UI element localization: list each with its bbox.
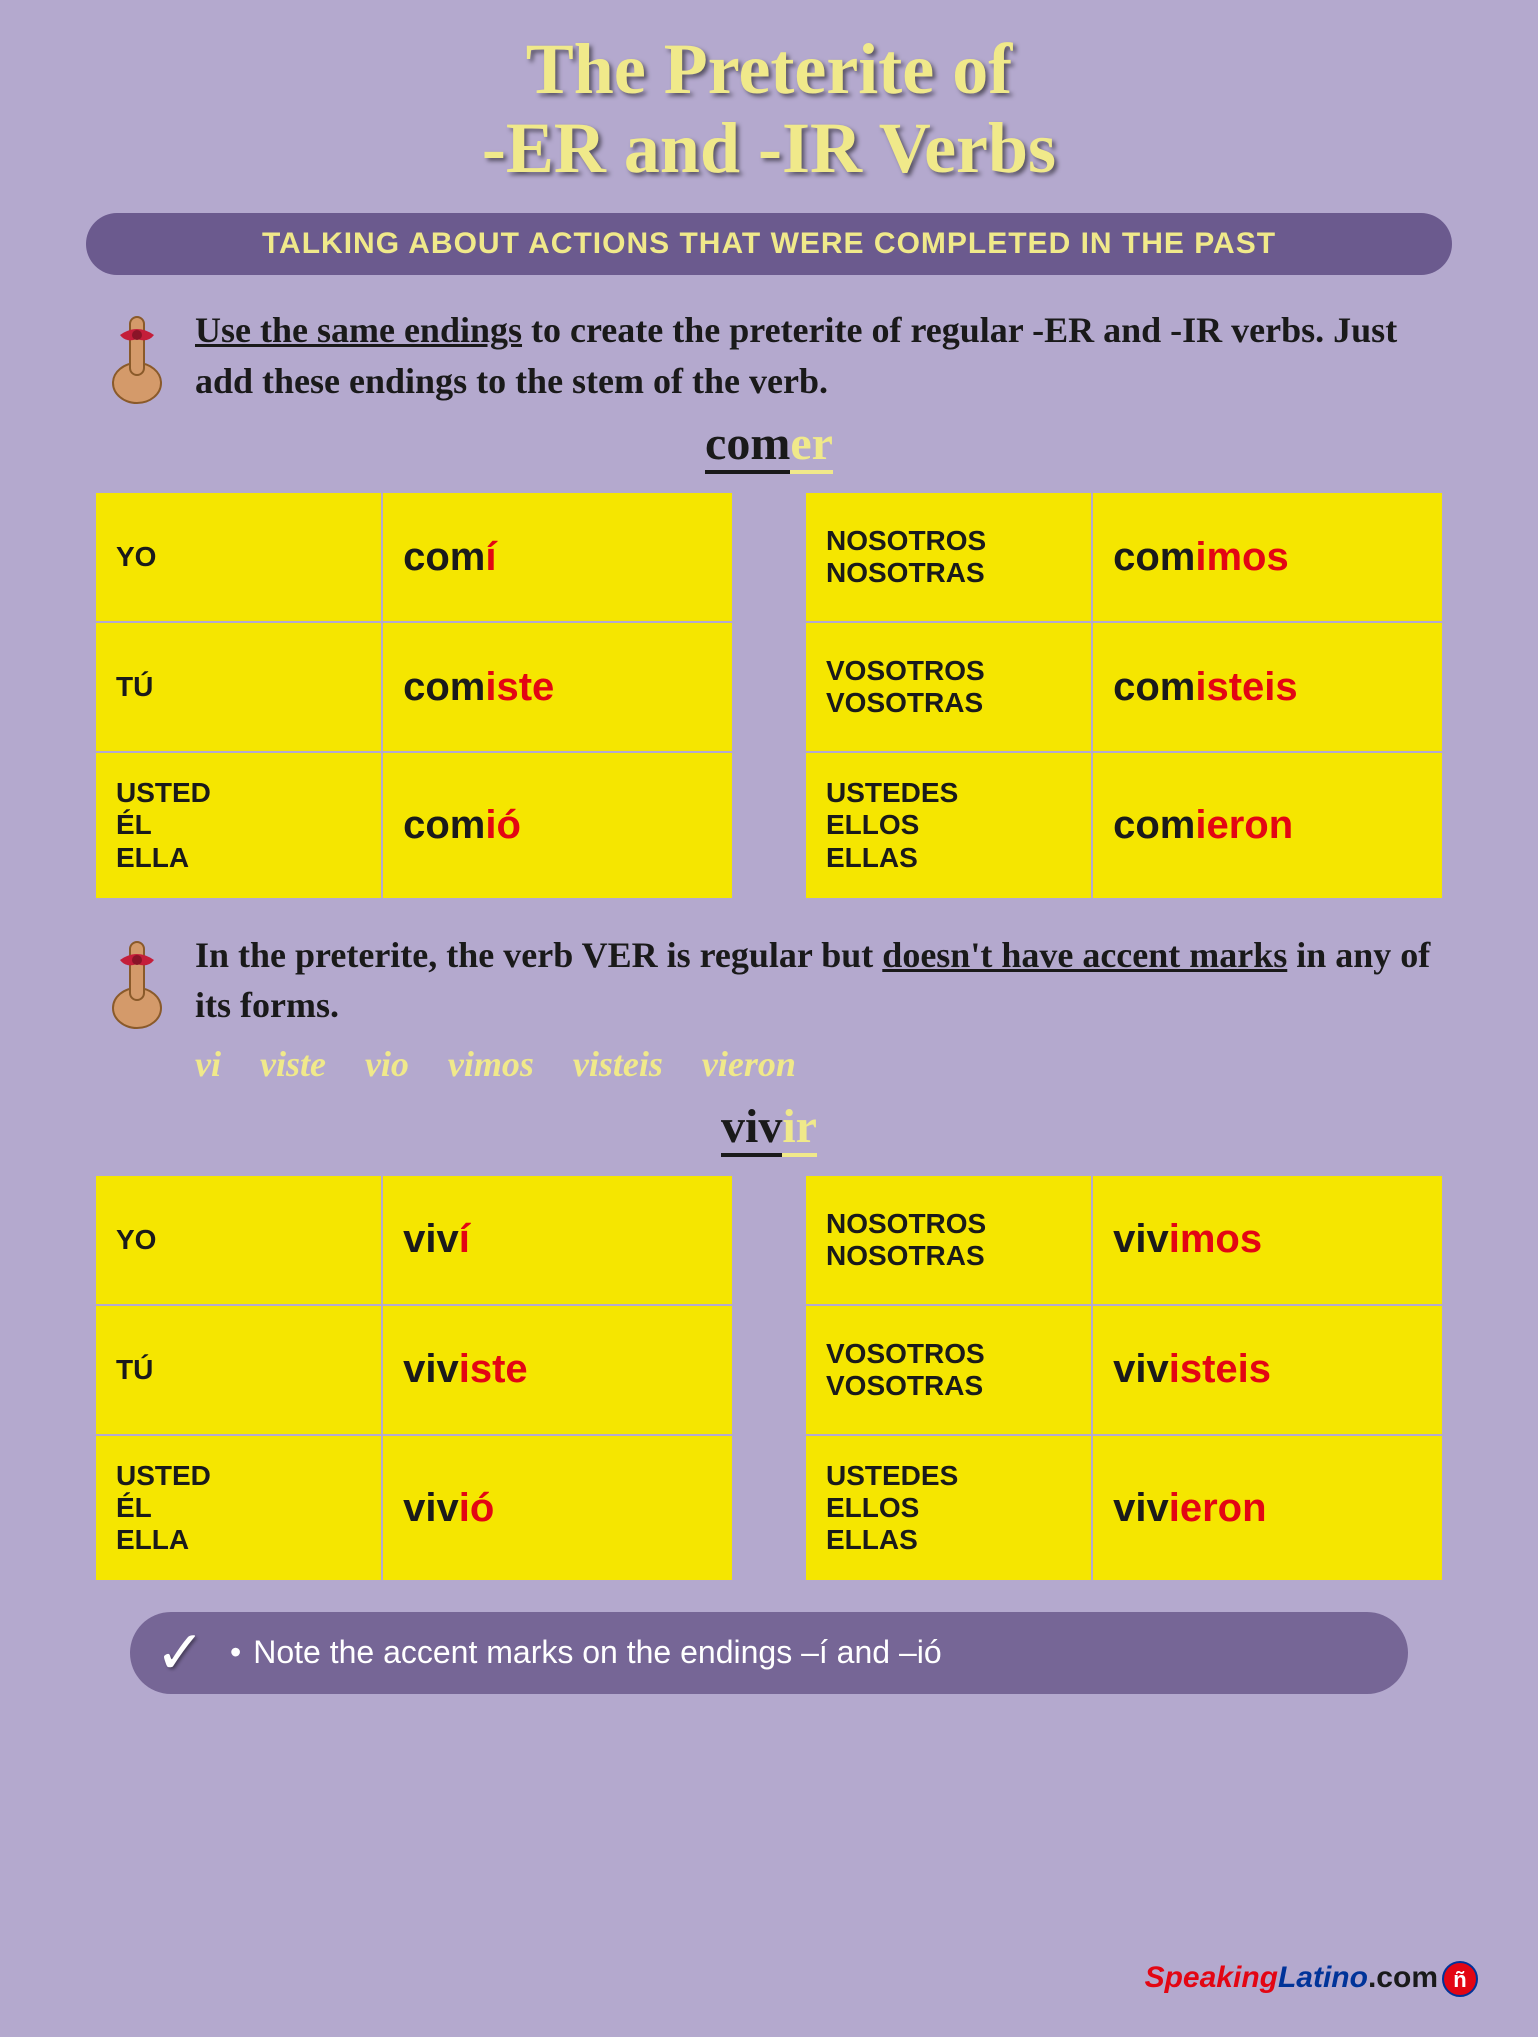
tip2-row: In the preterite, the verb VER is regula… [100,930,1438,1089]
form-cell: vivisteis [1092,1305,1443,1435]
note-pill: ✓ • Note the accent marks on the endings … [130,1612,1408,1694]
verb1-stem: com [705,417,790,474]
finger-reminder-icon [100,305,175,405]
form-cell: vivimos [1092,1175,1443,1305]
vivir-singular-table: YOviví TÚviviste USTEDÉLELLAvivió [94,1174,734,1583]
form-cell: comimos [1092,492,1443,622]
tip2-text: In the preterite, the verb VER is regula… [195,930,1438,1089]
table-row: NOSOTROSNOSOTRAScomimos [805,492,1443,622]
finger-reminder-icon [100,930,175,1030]
table-row: USTEDÉLELLAcomió [95,752,733,899]
tip1-row: Use the same endings to create the prete… [100,305,1438,406]
subtitle-pill: TALKING ABOUT ACTIONS THAT WERE COMPLETE… [86,213,1452,275]
tip1-underlined: Use the same endings [195,310,522,350]
table-row: USTEDESELLOSELLAScomieron [805,752,1443,899]
tip2-part1: In the preterite, the verb VER is regula… [195,935,882,975]
form-cell: vivieron [1092,1435,1443,1582]
table-row: YOviví [95,1175,733,1305]
logo-part1: Speaking [1145,1961,1278,1994]
comer-plural-table: NOSOTROSNOSOTRAScomimos VOSOTROSVOSOTRAS… [804,491,1444,900]
table-row: TÚcomiste [95,622,733,752]
ver-forms: vi viste vio vimos visteis vieron [195,1039,1438,1089]
vivir-tables: YOviví TÚviviste USTEDÉLELLAvivió NOSOTR… [50,1174,1488,1583]
table-row: NOSOTROSNOSOTRASvivimos [805,1175,1443,1305]
verb1-header: comer [50,416,1488,471]
form-cell: viviste [382,1305,733,1435]
form-cell: comí [382,492,733,622]
verb2-stem: viv [721,1100,782,1157]
note-text: • Note the accent marks on the endings –í… [230,1632,942,1674]
table-row: VOSOTROSVOSOTRAScomisteis [805,622,1443,752]
table-row: YOcomí [95,492,733,622]
table-row: USTEDESELLOSELLASvivieron [805,1435,1443,1582]
page-title: The Preterite of -ER and -IR Verbs [50,30,1488,188]
form-cell: comió [382,752,733,899]
pronoun-cell: TÚ [95,622,382,752]
tip2-underlined: doesn't have accent marks [882,935,1287,975]
bullet-icon: • [230,1634,241,1670]
speaking-latino-logo: SpeakingLatino.comñ [1145,1961,1478,1997]
comer-singular-table: YOcomí TÚcomiste USTEDÉLELLAcomió [94,491,734,900]
verb2-header: vivir [50,1099,1488,1154]
logo-bubble-icon: ñ [1442,1961,1478,1997]
pronoun-cell: USTEDÉLELLA [95,1435,382,1582]
pronoun-cell: YO [95,1175,382,1305]
verb1-ending: er [790,417,833,474]
table-row: TÚviviste [95,1305,733,1435]
pronoun-cell: NOSOTROSNOSOTRAS [805,1175,1092,1305]
pronoun-cell: TÚ [95,1305,382,1435]
pronoun-cell: NOSOTROSNOSOTRAS [805,492,1092,622]
form-cell: vivió [382,1435,733,1582]
pronoun-cell: USTEDESELLOSELLAS [805,752,1092,899]
form-cell: comisteis [1092,622,1443,752]
title-line1: The Preterite of [526,29,1012,109]
table-row: USTEDÉLELLAvivió [95,1435,733,1582]
note-content: Note the accent marks on the endings –í … [253,1634,941,1670]
verb2-ending: ir [782,1100,817,1157]
form-cell: comiste [382,622,733,752]
subtitle-text: TALKING ABOUT ACTIONS THAT WERE COMPLETE… [262,227,1276,260]
table-row: VOSOTROSVOSOTRASvivisteis [805,1305,1443,1435]
logo-part3: .com [1368,1961,1438,1994]
pronoun-cell: USTEDÉLELLA [95,752,382,899]
comer-tables: YOcomí TÚcomiste USTEDÉLELLAcomió NOSOTR… [50,491,1488,900]
pronoun-cell: VOSOTROSVOSOTRAS [805,622,1092,752]
title-line2: -ER and -IR Verbs [482,108,1056,188]
tip1-text: Use the same endings to create the prete… [195,305,1438,406]
checkmark-icon: ✓ [155,1618,205,1688]
logo-part2: Latino [1278,1961,1368,1994]
pronoun-cell: USTEDESELLOSELLAS [805,1435,1092,1582]
form-cell: viví [382,1175,733,1305]
vivir-plural-table: NOSOTROSNOSOTRASvivimos VOSOTROSVOSOTRAS… [804,1174,1444,1583]
pronoun-cell: VOSOTROSVOSOTRAS [805,1305,1092,1435]
form-cell: comieron [1092,752,1443,899]
pronoun-cell: YO [95,492,382,622]
